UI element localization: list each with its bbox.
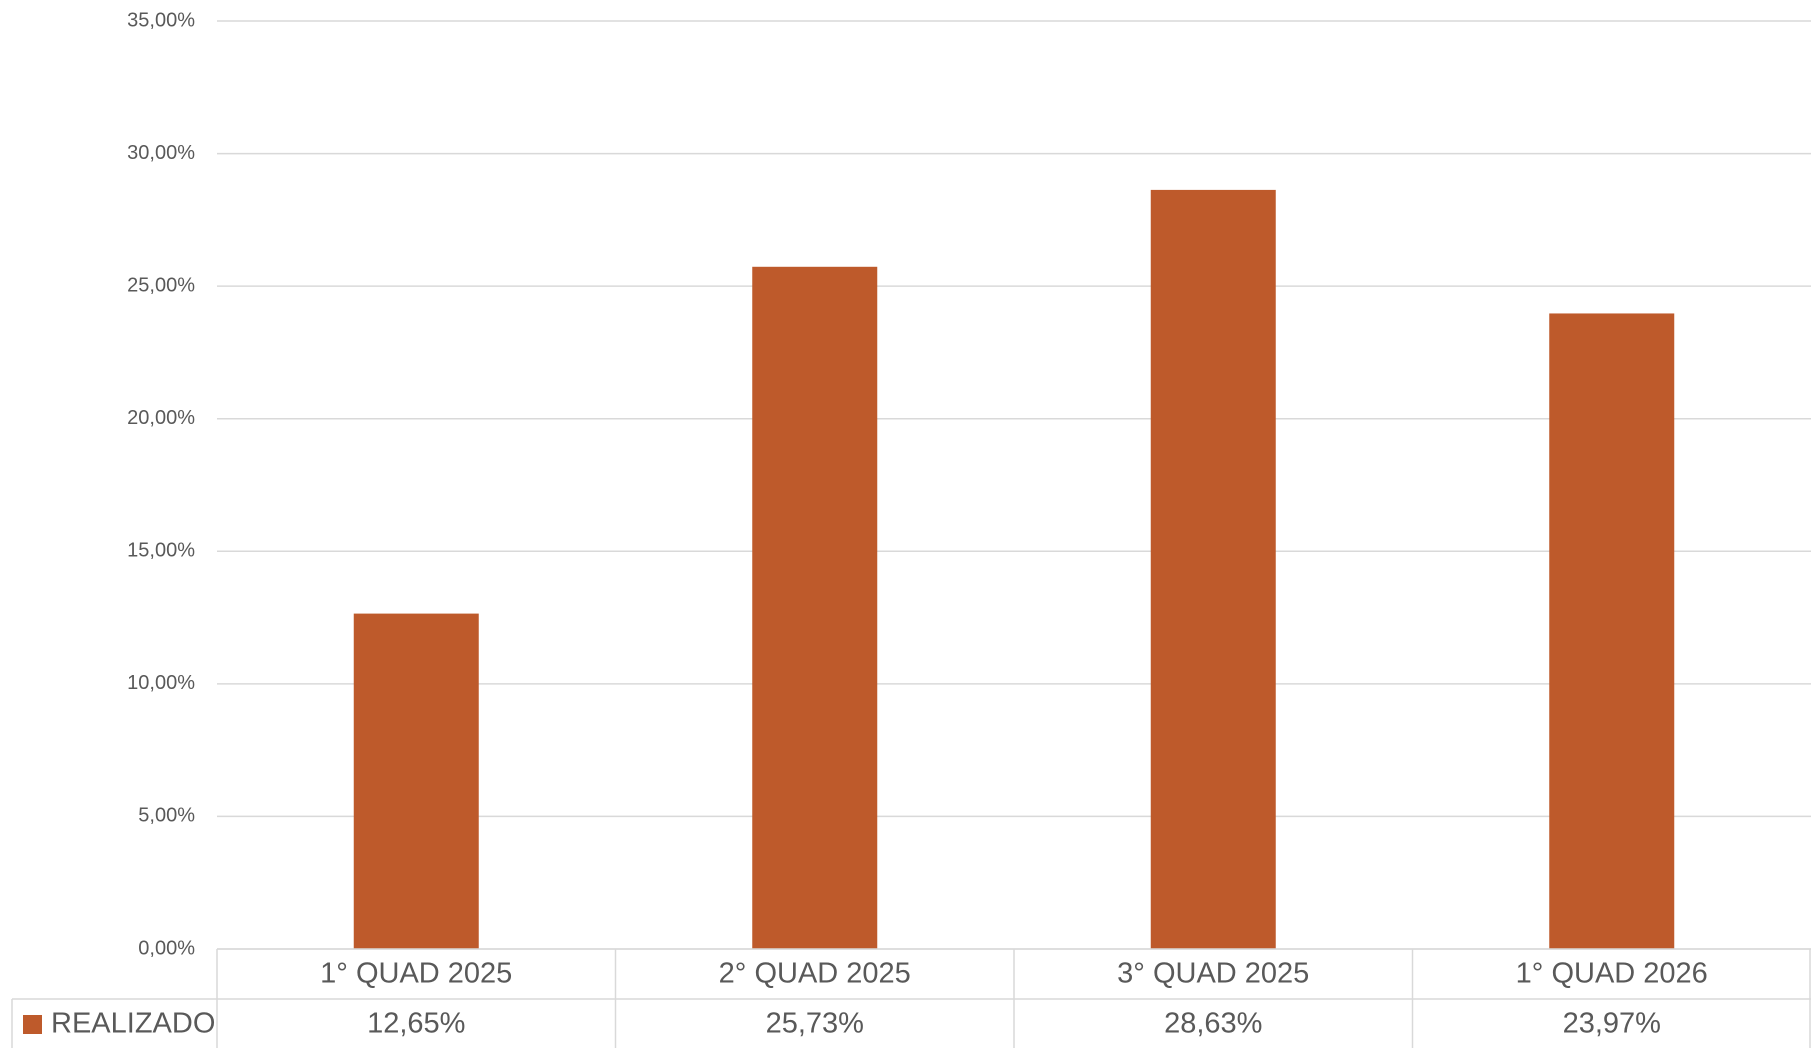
- legend-label: REALIZADO: [51, 1008, 215, 1040]
- y-tick-label: 25,00%: [127, 274, 195, 296]
- bar: [1150, 189, 1276, 949]
- bar: [752, 266, 878, 949]
- x-tick-label: 1° QUAD 2026: [1516, 958, 1708, 990]
- table-value: 23,97%: [1563, 1008, 1661, 1040]
- bar: [1549, 313, 1675, 949]
- table-value: 12,65%: [367, 1008, 465, 1040]
- table-value: 28,63%: [1164, 1008, 1262, 1040]
- y-tick-label: 0,00%: [138, 937, 195, 959]
- bar: [353, 613, 479, 949]
- y-tick-label: 5,00%: [138, 805, 195, 827]
- table-value: 25,73%: [766, 1008, 864, 1040]
- y-tick-label: 10,00%: [127, 672, 195, 694]
- x-tick-label: 1° QUAD 2025: [320, 958, 512, 990]
- y-tick-label: 30,00%: [127, 142, 195, 164]
- x-tick-label: 2° QUAD 2025: [719, 958, 911, 990]
- legend-swatch: [23, 1015, 42, 1034]
- y-tick-label: 15,00%: [127, 540, 195, 562]
- x-tick-label: 3° QUAD 2025: [1117, 958, 1309, 990]
- y-tick-label: 35,00%: [127, 9, 195, 31]
- y-tick-label: 20,00%: [127, 407, 195, 429]
